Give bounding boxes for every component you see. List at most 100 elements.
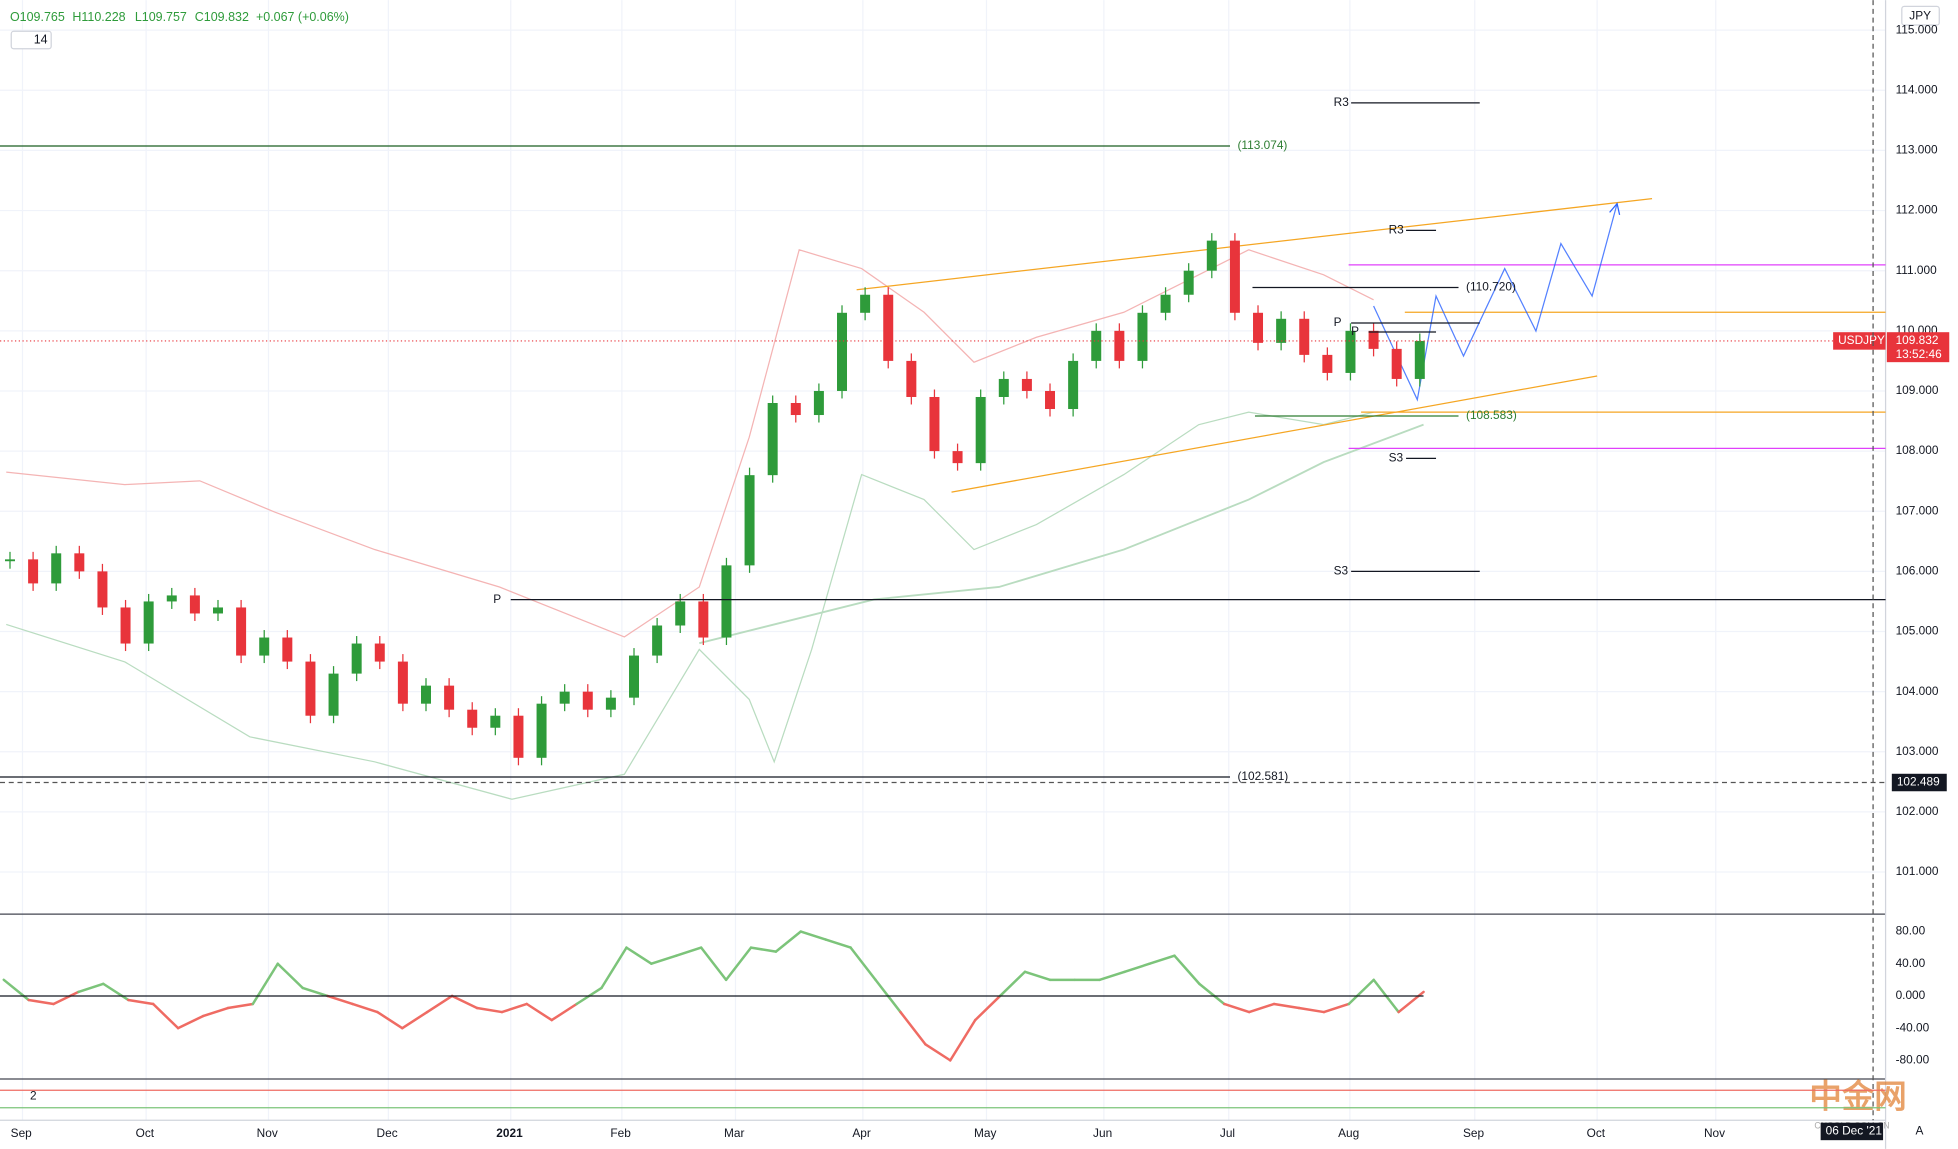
candle [790,402,801,416]
x-tick-label: Sep [1463,1126,1485,1140]
candle [605,697,616,710]
ohlc-high: H110.228 [72,10,125,24]
ohlc-open: O109.765 [10,10,65,24]
candle [1114,330,1125,361]
candle [1206,240,1217,271]
pivot-label: R3 [1334,95,1350,109]
osc-segment [849,946,877,982]
candle [1021,378,1032,391]
candle [582,691,593,710]
marks [2,233,1425,1062]
ohlc-close: C109.832 [195,10,249,24]
candle [467,709,478,728]
currency-button[interactable] [1901,5,1940,26]
level-label: (110.720) [1466,280,1516,294]
y-tick-label: 102.000 [1896,804,1939,818]
candle [397,661,408,704]
osc-segment [2,978,30,1002]
osc-segment [276,962,304,990]
candle [860,294,871,313]
candle [421,685,431,704]
osc-segment [1347,978,1375,1006]
osc-segment [201,1006,230,1018]
interval[interactable]: 14 [34,32,48,46]
candle [1299,318,1310,355]
y-tick-label: 105.000 [1896,624,1939,638]
osc-segment [52,990,80,1006]
osc-segment [1173,954,1201,986]
osc-segment [301,986,329,998]
candle [166,595,177,602]
osc-segment [550,1002,578,1022]
candle [28,559,39,584]
osc-segment [1023,970,1052,982]
ohlc-low: L109.757 [135,10,187,24]
candle [929,396,940,452]
candle [675,601,686,626]
candle [744,475,755,566]
currency[interactable]: JPY [1909,8,1931,22]
candle [813,390,824,416]
candle [1091,330,1102,361]
osc-segment [251,962,279,1006]
pivot-label: P [493,592,501,606]
price-tag [1886,332,1950,363]
osc-segment [525,1002,553,1022]
x-tick-label: Oct [1587,1126,1606,1140]
candle [374,643,385,662]
candle [259,637,270,656]
x-tick-label: Sep [11,1126,33,1140]
candle [1183,270,1194,295]
candle [189,595,200,614]
pivot-label: P [1334,315,1342,329]
pivot-label: P [1351,324,1359,338]
x-tick-label: Jul [1220,1126,1235,1140]
osc-segment [924,1043,952,1062]
osc-segment [1322,1002,1351,1014]
crosshair-label: 102.489 [1897,775,1940,789]
x-tick-label: Dec [377,1126,398,1140]
candle [444,685,455,710]
countdown: 13:52:46 [1896,347,1943,361]
osc-segment [1223,1002,1251,1014]
osc-segment [949,1018,977,1062]
level-label: (108.583) [1466,408,1517,422]
date-label: 06 Dec '21 [1826,1124,1883,1138]
interval-box[interactable] [10,30,52,50]
osc-segment [799,930,827,941]
y-tick-label: 113.000 [1896,143,1938,157]
candle [952,451,963,464]
x-tick-label: Oct [136,1126,155,1140]
osc-segment [401,1010,429,1030]
candle [1414,340,1425,379]
band-upper [6,249,1374,638]
date-tag [1820,1122,1884,1141]
candle [1276,318,1287,343]
y-tick-label: 111.000 [1896,263,1938,277]
pivot-label: S3 [1389,450,1404,464]
osc-segment [1148,954,1176,965]
y-tick-label: 104.000 [1896,684,1939,698]
osc-segment [973,994,1002,1022]
osc-segment [1198,982,1226,1006]
candle [1045,390,1056,410]
candle [721,565,732,638]
candle [351,643,362,674]
x-tick-label: Feb [610,1126,631,1140]
candle [906,360,917,397]
osc-segment [425,994,454,1014]
x-tick-label: Nov [257,1126,278,1140]
osc-segment [500,1002,529,1014]
osc-segment [450,994,479,1010]
osc-segment [77,982,105,994]
corner-label: A [1916,1124,1924,1138]
osc-segment [226,1002,255,1010]
y-tick-label: 106.000 [1896,564,1939,578]
y-tick-label: 108.000 [1896,443,1939,457]
osc-segment [675,946,703,957]
osc-segment [1123,962,1151,974]
candle [305,661,316,716]
osc-segment [1397,990,1425,1014]
osc-segment [1098,970,1126,982]
x-tick-label: Apr [852,1126,871,1140]
